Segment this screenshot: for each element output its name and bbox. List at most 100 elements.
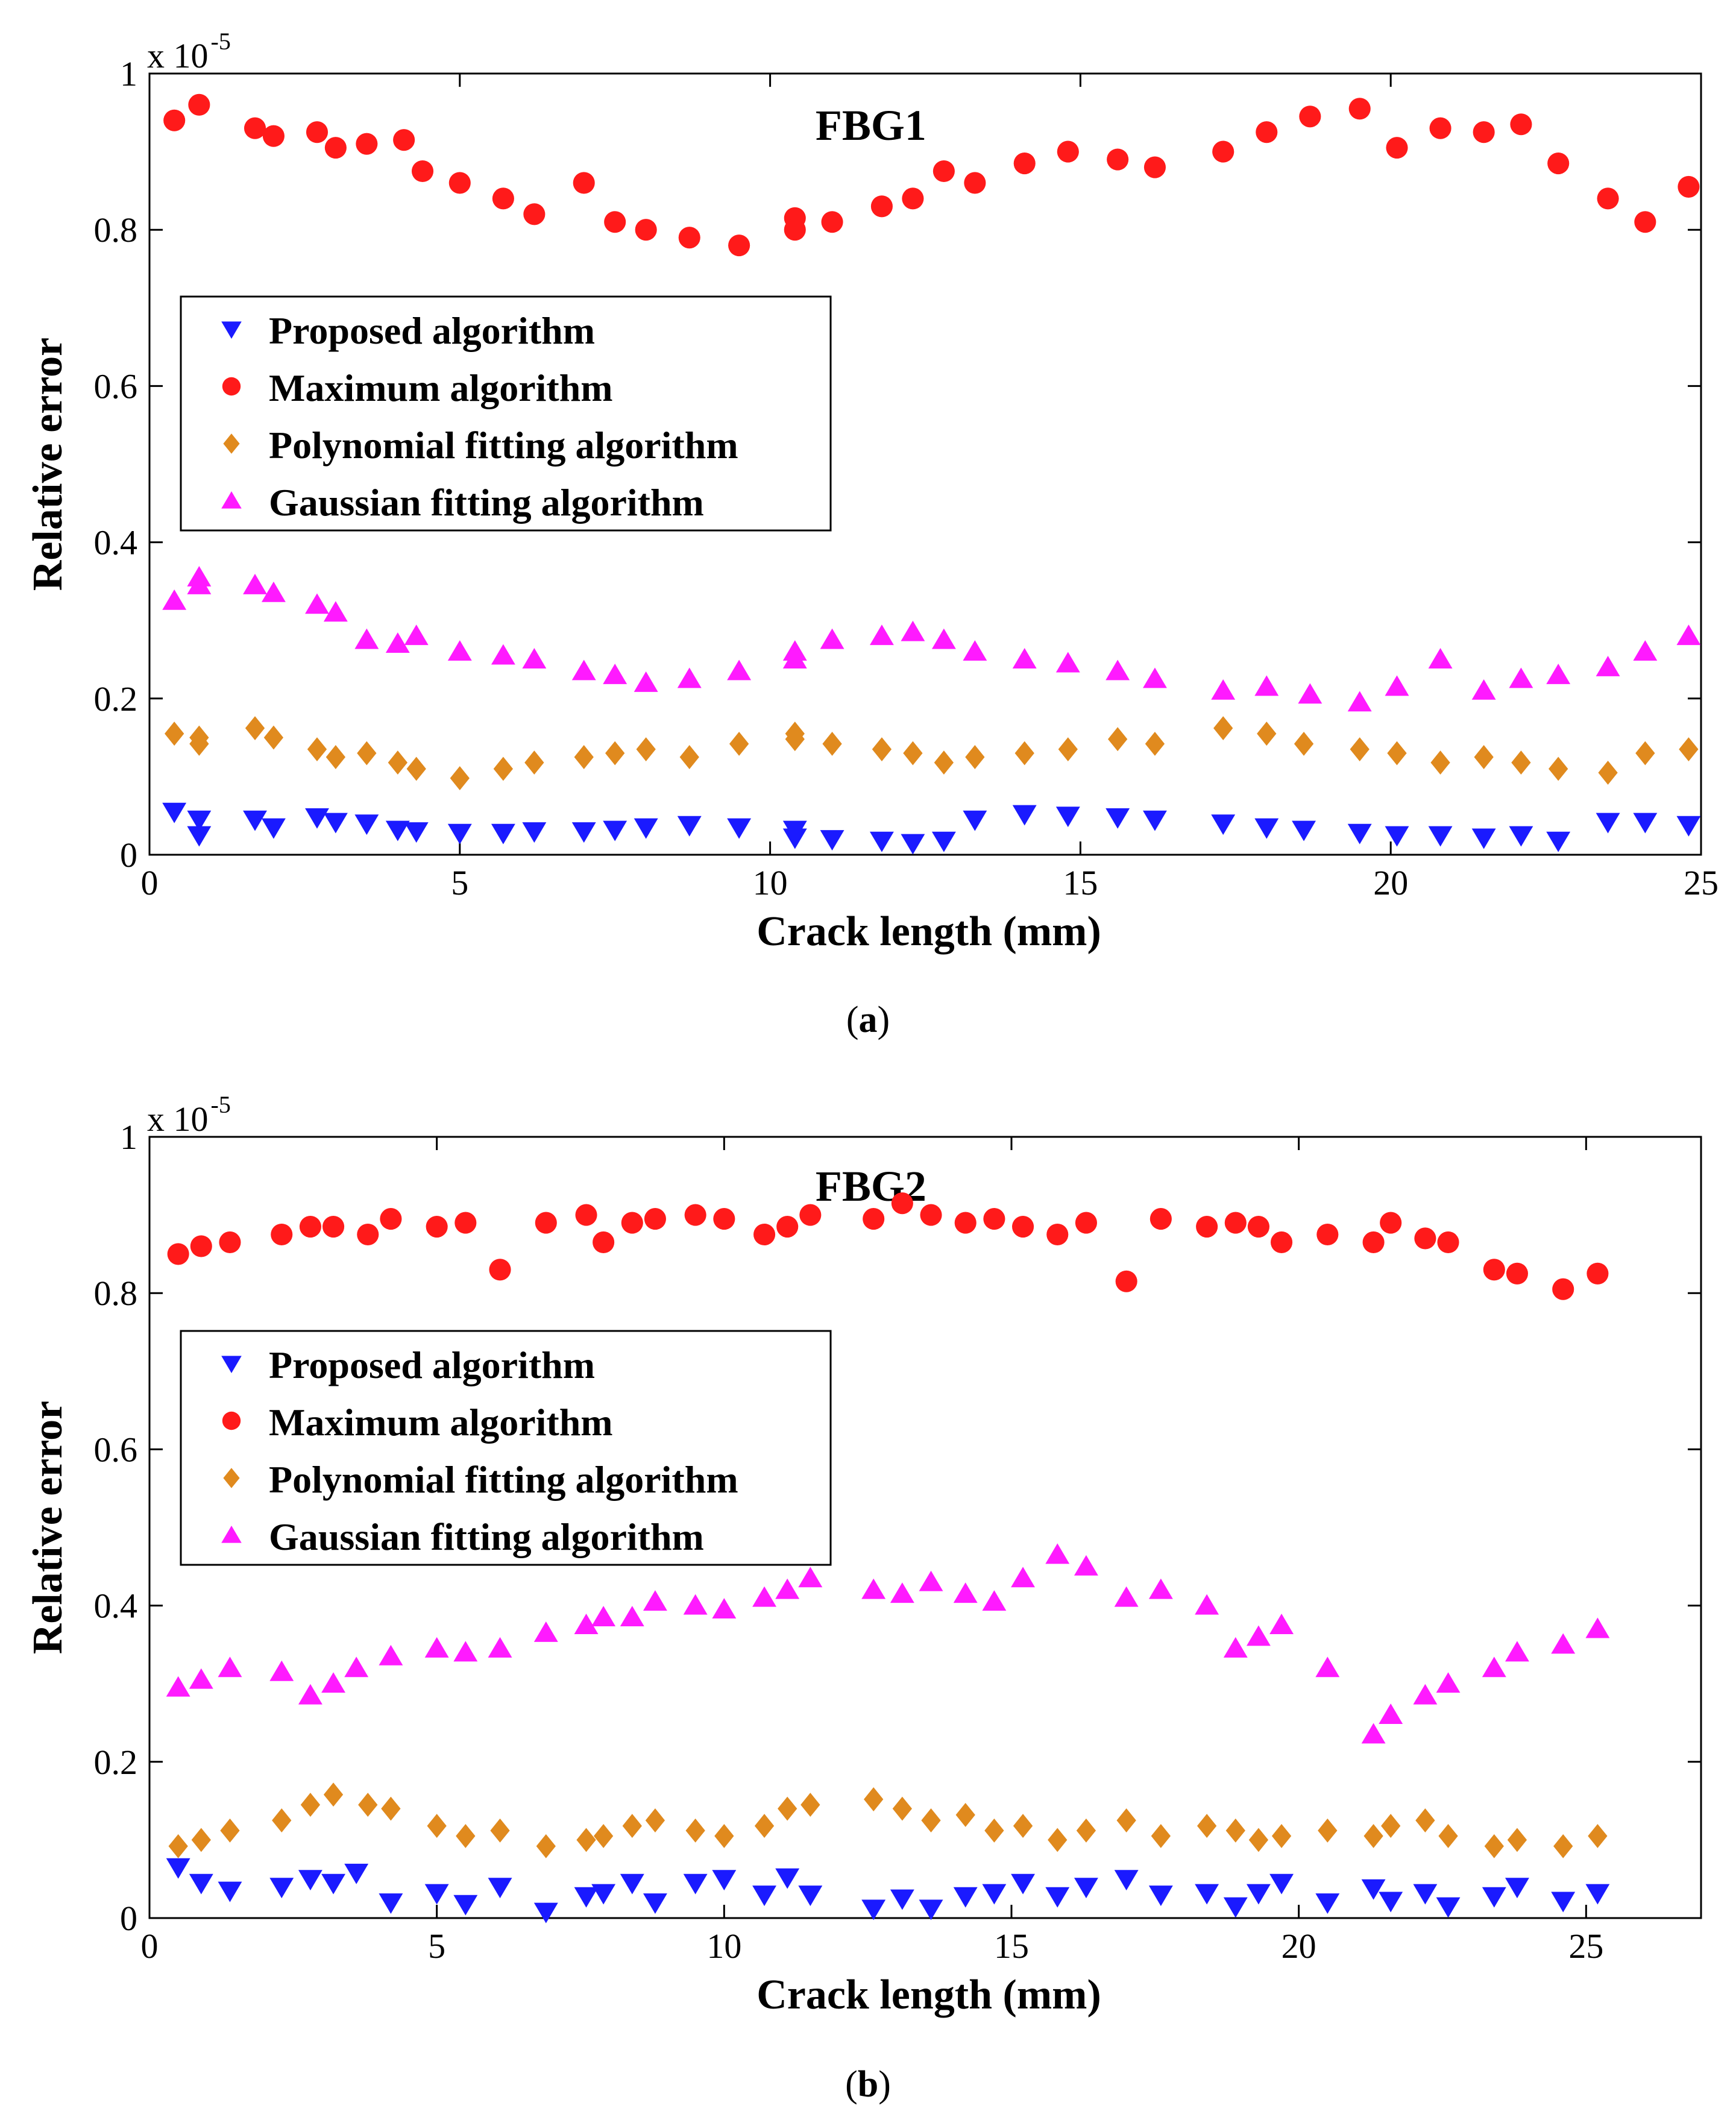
caption-open-paren: ( [845,2064,858,2105]
data-point-polynomial [427,1814,447,1838]
data-point-gaussian [1246,1625,1271,1646]
data-point-maximum [380,1208,402,1230]
data-point-polynomial [1014,741,1034,766]
data-point-gaussian [321,1672,346,1693]
data-point-gaussian [1074,1555,1098,1576]
data-point-gaussian [620,1606,644,1627]
data-point-maximum [1299,105,1321,128]
data-point-polynomial [934,750,954,775]
x-tick-label: 5 [428,1926,445,1966]
data-point-proposed [798,1886,823,1907]
data-point-gaussian [1551,1633,1576,1654]
data-point-proposed [1379,1892,1403,1913]
data-point-gaussian [1211,679,1236,700]
legend: Proposed algorithm Maximum algorithm Polyn… [180,1330,832,1566]
data-point-proposed [591,1884,616,1905]
data-point-polynomial [263,725,284,750]
data-point-gaussian [861,1578,886,1599]
caption-open-paren: ( [846,999,859,1040]
data-point-proposed [861,1899,886,1920]
data-point-proposed [712,1870,737,1891]
data-point-polynomial [872,737,892,761]
y-tick-label: 0.4 [94,1587,138,1626]
caption-letter: b [858,2064,878,2105]
data-point-maximum [644,1208,666,1230]
series-gaussian [162,565,1701,712]
plot-area-frame [148,72,1702,856]
data-point-gaussian [931,628,956,649]
data-point-polynomial [1048,1828,1068,1852]
data-point-maximum [932,160,955,183]
data-point-proposed [298,1870,322,1891]
data-point-proposed [603,820,627,841]
data-point-polynomial [622,1814,642,1838]
data-point-proposed [1011,1873,1036,1895]
data-point-polynomial [1257,722,1277,746]
data-point-gaussian [1633,640,1658,661]
data-point-gaussian [919,1570,943,1591]
data-point-polynomial [1438,1823,1458,1848]
data-point-gaussian [712,1598,737,1619]
data-point-gaussian [298,1684,322,1705]
data-point-polynomial [822,732,842,756]
data-point-polynomial [864,1787,884,1811]
data-point-maximum [1414,1227,1436,1250]
data-point-maximum [713,1208,735,1230]
data-point-polynomial [1197,1814,1217,1838]
data-point-proposed [890,1889,914,1910]
data-point-polynomial [1058,737,1078,761]
circle-icon [222,1411,241,1430]
data-point-maximum [964,172,986,194]
data-point-polynomial [605,741,625,766]
data-point-polynomial [714,1823,734,1848]
data-point-proposed [901,834,925,855]
data-point-gaussian [782,648,807,668]
data-point-polynomial [1381,1814,1401,1838]
data-point-proposed [634,818,658,839]
data-point-proposed [1633,813,1658,834]
data-point-gaussian [901,620,925,641]
data-point-gaussian [869,624,894,646]
data-point-gaussian [591,1606,616,1627]
caption-letter: a [859,999,878,1040]
diamond-icon [223,1468,240,1488]
data-point-polynomial [1294,732,1314,756]
data-point-gaussian [1379,1703,1403,1725]
data-point-proposed [1211,814,1236,835]
legend-label-maximum: Maximum algorithm [269,1401,613,1444]
data-point-gaussian [1428,648,1453,668]
triangle-up-icon [221,491,242,509]
data-point-proposed [1347,823,1372,844]
data-point-proposed [1246,1884,1271,1905]
data-point-gaussian [603,663,627,684]
data-point-gaussian [953,1582,978,1603]
data-point-polynomial [785,727,805,752]
data-point-maximum [322,1215,345,1238]
data-point-polynomial [326,745,346,769]
data-point-gaussian [1436,1672,1461,1693]
y-axis-multiplier-base: x 10 [147,1099,209,1139]
panel-caption: (b) [845,2064,891,2105]
data-point-maximum [1597,187,1619,210]
data-point-polynomial [456,1823,476,1848]
data-point-gaussian [166,1676,190,1697]
data-point-polynomial [1511,750,1531,775]
data-point-gaussian [1269,1614,1294,1634]
circle-icon [222,377,241,396]
data-point-gaussian [1413,1684,1438,1705]
data-point-gaussian [643,1590,667,1611]
data-point-maximum [1115,1270,1137,1292]
data-point-maximum [593,1231,615,1254]
y-axis-multiplier-exponent: -5 [211,1091,231,1118]
data-point-proposed [166,1858,190,1879]
data-point-maximum [1634,211,1656,233]
data-point-maximum [1143,156,1166,178]
data-point-proposed [187,826,212,847]
data-point-polynomial [1116,1808,1136,1832]
data-point-maximum [190,1235,212,1257]
data-point-polynomial [1553,1834,1573,1858]
data-point-polynomial [1213,716,1233,740]
data-point-polynomial [490,1818,510,1843]
data-point-proposed [1195,1884,1219,1905]
